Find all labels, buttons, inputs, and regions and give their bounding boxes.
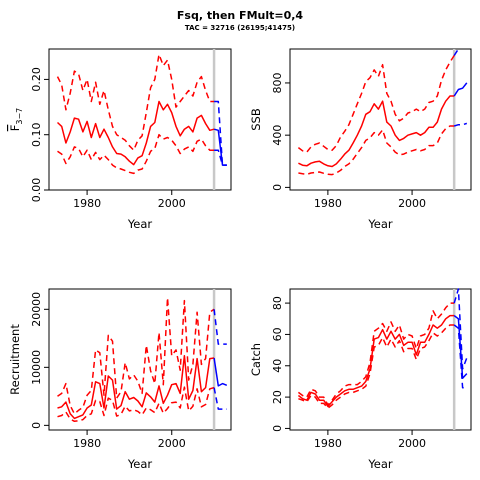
y-tick-label: 0	[30, 422, 43, 429]
series-lower	[57, 133, 215, 175]
y-axis-label-base: F	[8, 125, 22, 132]
series-upper	[56, 53, 215, 151]
y-tick-label: 800	[271, 72, 284, 93]
y-axis-label: SSB	[249, 108, 263, 131]
x-axis-label: Year	[367, 457, 393, 471]
series-forecast-upper	[214, 100, 227, 166]
y-tick-label: 0.20	[30, 67, 43, 92]
panel-1: 1980 2000 0.00 0.10 0.20 Year F3−7	[8, 48, 232, 231]
y-tick-label: 0	[271, 184, 284, 191]
figure-subtitle: TAC = 32716 (26195;41475)	[184, 24, 296, 32]
series-forecast-upper	[453, 48, 460, 56]
plot-frame	[289, 288, 472, 431]
series-upper	[57, 296, 215, 415]
y-tick-label: 0.10	[30, 122, 43, 147]
y-tick-label: 0.00	[30, 178, 43, 203]
series-forecast-lower	[214, 149, 227, 166]
series-estimate	[297, 314, 455, 408]
y-tick-label: 80	[271, 296, 284, 310]
x-tick-label: 2000	[158, 437, 186, 450]
series-upper	[297, 302, 455, 406]
x-tick-label: 1980	[73, 197, 101, 210]
series-forecast-upper	[213, 309, 227, 345]
panel-2: 1980 2000 0 400 800 Year SSB	[249, 48, 472, 231]
x-tick-label: 1980	[314, 437, 342, 450]
series-upper	[297, 55, 455, 153]
series-estimate	[298, 95, 455, 168]
y-axis-label: Recruitment	[8, 324, 22, 395]
y-tick-label: 60	[271, 327, 284, 341]
series-forecast-upper	[453, 288, 468, 370]
y-tick-label: 40	[271, 359, 284, 373]
series-lower	[298, 324, 455, 409]
x-tick-label: 2000	[158, 197, 186, 210]
series-forecast	[453, 82, 468, 97]
y-tick-label: 20000	[30, 292, 43, 327]
x-tick-label: 2000	[398, 197, 426, 210]
series-lower	[298, 125, 455, 176]
y-tick-label: 10000	[30, 350, 43, 385]
plot-frame	[289, 48, 472, 191]
figure-title: Fsq, then FMult=0,4	[176, 9, 304, 22]
plot-frame	[48, 288, 232, 431]
y-tick-label: 400	[271, 125, 284, 146]
series-lower	[57, 386, 215, 423]
x-tick-label: 1980	[314, 197, 342, 210]
series-forecast	[213, 357, 228, 387]
panel-4: 1980 2000 0 20 40 60 80 Year Catch	[249, 288, 472, 471]
x-tick-label: 2000	[398, 437, 426, 450]
x-axis-label: Year	[367, 217, 393, 231]
series-forecast-lower	[453, 122, 468, 127]
y-tick-label: 0	[271, 425, 284, 432]
x-tick-label: 1980	[73, 437, 101, 450]
y-axis-label: Catch	[249, 343, 263, 376]
y-tick-label: 20	[271, 390, 284, 404]
plot-frame	[48, 48, 232, 191]
x-axis-label: Year	[127, 217, 153, 231]
series-estimate	[57, 354, 215, 420]
series-forecast-lower	[453, 324, 467, 389]
y-axis-label-subscript: 3−7	[15, 108, 24, 125]
series-estimate	[56, 100, 215, 166]
series-forecast-lower	[213, 387, 227, 410]
x-axis-label: Year	[127, 457, 153, 471]
y-axis-label: F3−7	[8, 108, 24, 132]
